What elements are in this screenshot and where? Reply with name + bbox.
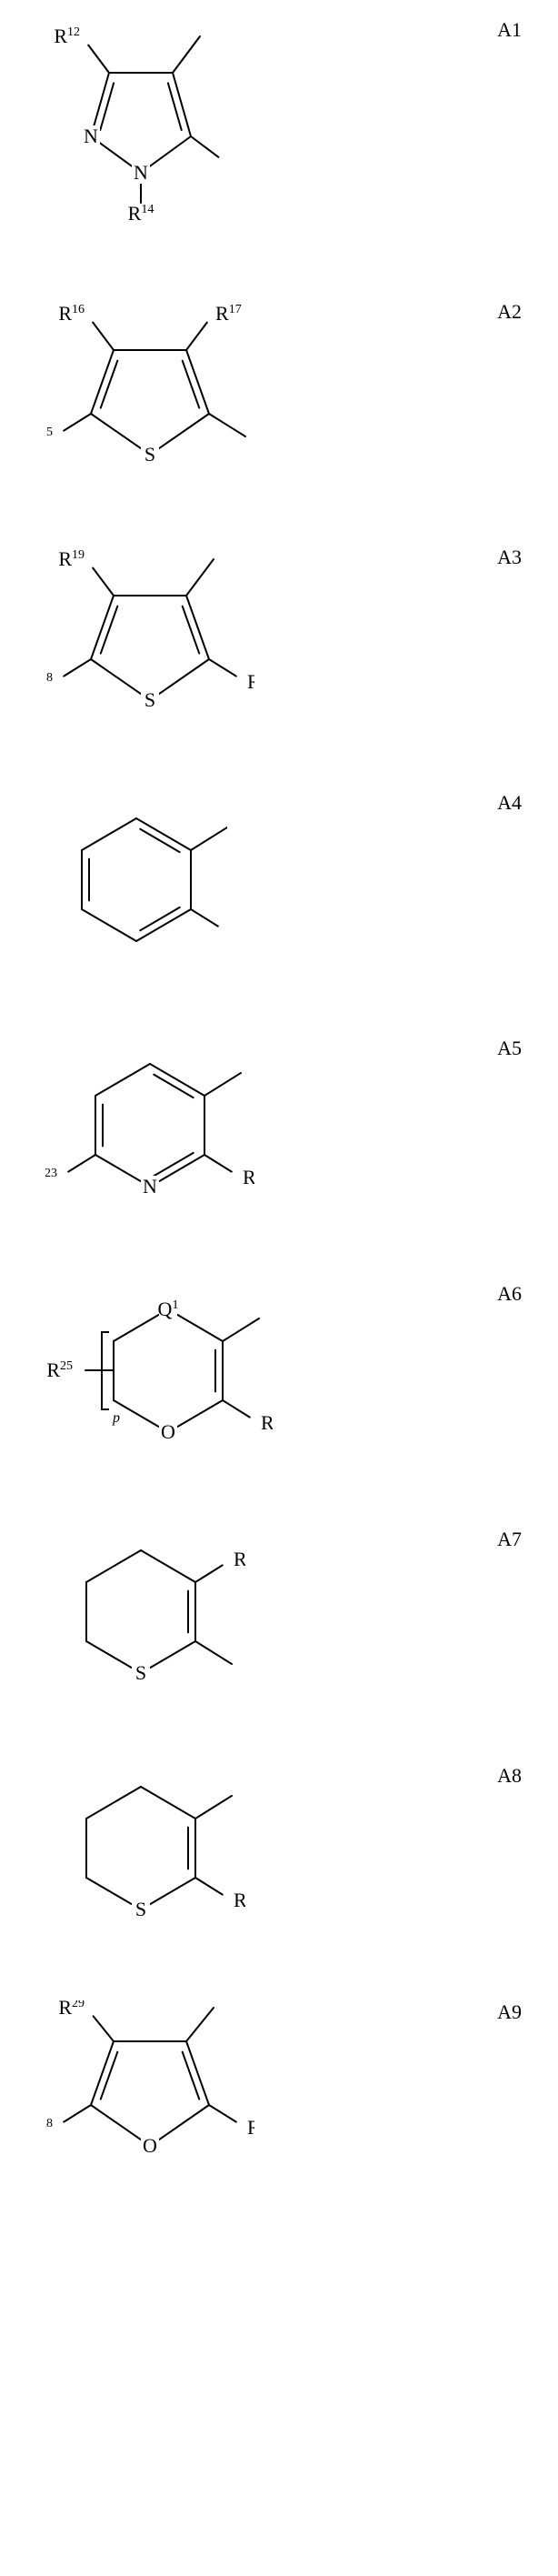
svg-text:R18: R18 <box>45 670 53 693</box>
svg-text:S: S <box>144 688 155 711</box>
svg-text:R14: R14 <box>128 202 154 225</box>
chemical-structure: R24R25pQ1O <box>45 1282 273 1455</box>
chemical-structure: R22 R23 N <box>45 1037 254 1209</box>
svg-text:R23: R23 <box>45 1166 57 1188</box>
structure-entry: R24R25pQ1OA6 <box>9 1282 549 1455</box>
structure-label: A9 <box>497 2000 522 2024</box>
chemical-structure: R27 S <box>45 1764 245 1928</box>
svg-text:R26: R26 <box>234 1548 245 1570</box>
structure-entry: R27 S A8 <box>9 1764 549 1928</box>
svg-text:N: N <box>84 125 98 147</box>
svg-text:R17: R17 <box>215 302 242 325</box>
structure-entry: R16 R17 R15 S A2 <box>9 300 549 473</box>
svg-text:R25: R25 <box>46 1358 73 1381</box>
structure-entry: R26 S A7 <box>9 1528 549 1691</box>
svg-text:R28: R28 <box>45 2116 53 2139</box>
svg-text:R24: R24 <box>261 1411 273 1434</box>
structure-entry: R19 R20 R18 S A3 <box>9 546 549 718</box>
svg-text:R15: R15 <box>45 425 53 447</box>
structure-label: A5 <box>497 1037 522 1060</box>
svg-text:R16: R16 <box>58 302 85 325</box>
svg-text:R30: R30 <box>247 2116 254 2139</box>
svg-text:R12: R12 <box>54 25 80 47</box>
structure-label: A7 <box>497 1528 522 1551</box>
svg-text:p: p <box>112 1410 120 1426</box>
structure-label: A2 <box>497 300 522 324</box>
structure-entry: R22 R23 N A5 <box>9 1037 549 1209</box>
svg-text:O: O <box>161 1420 175 1443</box>
svg-text:O: O <box>143 2134 157 2155</box>
structure-label: A8 <box>497 1764 522 1788</box>
structure-entry: R12R13R14NNA1 <box>9 18 549 227</box>
svg-text:R29: R29 <box>58 2000 85 2019</box>
structure-entry: R29 R30 R28 O A9 <box>9 2000 549 2155</box>
svg-text:N: N <box>143 1175 157 1198</box>
svg-text:S: S <box>144 443 155 466</box>
structure-label: A6 <box>497 1282 522 1306</box>
chemical-structure: R29 R30 R28 O <box>45 2000 254 2155</box>
structure-label: A4 <box>497 791 522 815</box>
chemical-structure: R16 R17 R15 S <box>45 300 254 473</box>
chemical-structure: R26 S <box>45 1528 245 1691</box>
svg-text:R22: R22 <box>243 1166 254 1188</box>
structure-label: A3 <box>497 546 522 569</box>
structure-entry: R21 A4 <box>9 791 549 964</box>
svg-text:N: N <box>134 161 148 184</box>
svg-text:R27: R27 <box>234 1889 245 1911</box>
svg-text:S: S <box>135 1898 146 1920</box>
chemical-structure: R12R13R14NN <box>45 18 227 227</box>
chemical-structure: R19 R20 R18 S <box>45 546 254 718</box>
chemical-structure: R21 <box>45 791 227 964</box>
svg-text:S: S <box>135 1661 146 1684</box>
svg-text:R20: R20 <box>247 670 254 693</box>
structure-label: A1 <box>497 18 522 42</box>
svg-text:R19: R19 <box>58 547 85 570</box>
